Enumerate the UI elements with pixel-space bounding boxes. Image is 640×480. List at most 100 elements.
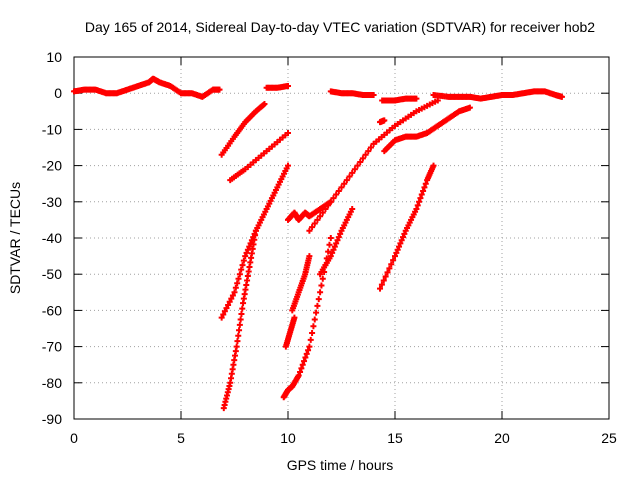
- data-point: [327, 253, 334, 260]
- series-pass-b: [227, 130, 291, 184]
- data-point: [232, 284, 239, 291]
- x-tick-label: 15: [387, 430, 403, 446]
- series-pass-n: [377, 117, 388, 126]
- data-point: [218, 314, 225, 321]
- data-point: [302, 354, 309, 361]
- data-point: [233, 343, 240, 350]
- data-point: [466, 104, 473, 111]
- x-tick-label: 0: [70, 430, 78, 446]
- series-pass-g: [282, 314, 298, 350]
- data-point: [319, 275, 326, 282]
- y-tick-label: -30: [42, 194, 62, 210]
- data-point: [326, 241, 333, 248]
- data-point: [417, 195, 424, 202]
- data-point: [382, 273, 389, 280]
- data-point: [396, 243, 403, 250]
- data-point: [349, 169, 356, 176]
- data-point: [238, 266, 245, 273]
- data-point: [422, 180, 429, 187]
- data-point: [318, 282, 325, 289]
- data-point: [325, 248, 332, 255]
- data-point: [334, 237, 341, 244]
- data-point: [330, 195, 337, 202]
- data-point: [381, 117, 388, 124]
- data-point: [238, 311, 245, 318]
- data-point: [228, 295, 235, 302]
- data-point: [333, 191, 340, 198]
- data-point: [236, 271, 243, 278]
- data-point: [392, 253, 398, 260]
- data-point: [310, 323, 317, 330]
- x-tick-label: 10: [280, 430, 296, 446]
- x-tick-labels: 0 5 10 15 20 25: [70, 430, 617, 446]
- data-point: [235, 275, 242, 282]
- data-point: [305, 347, 312, 354]
- data-point: [226, 298, 233, 305]
- data-point: [325, 202, 332, 209]
- y-tick-label: -70: [42, 339, 62, 355]
- data-point: [397, 240, 404, 247]
- data-point: [313, 309, 320, 316]
- data-point: [351, 166, 358, 173]
- data-point: [237, 316, 244, 323]
- data-point: [236, 321, 243, 328]
- data-point: [239, 262, 246, 269]
- data-point: [285, 82, 291, 89]
- y-tick-label: -10: [42, 121, 62, 137]
- data-point: [317, 289, 324, 296]
- data-point: [558, 93, 565, 100]
- y-tick-label: -50: [42, 266, 62, 282]
- data-point: [354, 162, 361, 169]
- data-point: [330, 246, 337, 253]
- data-point: [231, 289, 238, 296]
- y-tick-label: -80: [42, 375, 62, 391]
- data-point: [338, 184, 345, 191]
- data-point: [398, 237, 405, 244]
- y-axis-label: SDTVAR / TECUs: [7, 182, 23, 294]
- data-point: [306, 227, 313, 234]
- data-point: [393, 249, 400, 256]
- data-point: [413, 206, 420, 213]
- x-tick-label: 20: [494, 430, 510, 446]
- data-point: [252, 227, 259, 234]
- y-tick-label: 10: [46, 49, 62, 65]
- series-pass-p: [377, 162, 437, 292]
- data-point: [236, 327, 243, 334]
- data-point: [394, 246, 401, 253]
- data-point: [315, 296, 322, 303]
- data-point: [418, 191, 425, 198]
- data-point: [333, 240, 340, 247]
- series-pass-e: [220, 227, 259, 412]
- data-point: [295, 372, 302, 379]
- data-point: [303, 350, 310, 357]
- data-point: [380, 277, 387, 284]
- data-point: [388, 261, 395, 268]
- data-point: [421, 184, 428, 191]
- data-point: [242, 253, 249, 260]
- data-point: [401, 230, 408, 237]
- y-tick-labels: 10 0 -10 -20 -30 -40 -50 -60 -70 -80 -90: [42, 49, 62, 427]
- data-point: [414, 202, 421, 209]
- data-point: [297, 368, 304, 375]
- series-pass-l: [327, 88, 377, 99]
- data-point: [285, 130, 291, 137]
- data-point: [378, 281, 385, 288]
- data-point: [317, 213, 324, 220]
- series-baseline-0-7: [71, 75, 223, 100]
- data-point: [216, 86, 223, 93]
- y-tick-label: -20: [42, 158, 62, 174]
- series-pass-k: [306, 97, 441, 234]
- data-point: [301, 358, 308, 365]
- data-point: [400, 234, 407, 241]
- series-pass-a: [218, 101, 268, 158]
- data-point: [346, 173, 353, 180]
- data-point: [306, 253, 313, 260]
- data-point: [311, 220, 318, 227]
- data-point: [234, 338, 241, 345]
- data-point: [298, 365, 305, 372]
- data-point: [390, 257, 397, 264]
- series-pass-o: [381, 104, 473, 155]
- data-point: [261, 101, 268, 108]
